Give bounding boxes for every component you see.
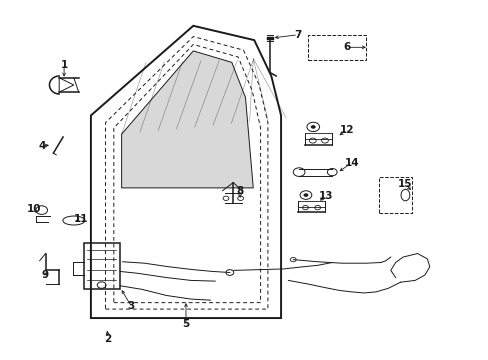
Text: 9: 9	[42, 270, 49, 280]
Circle shape	[303, 193, 308, 197]
Polygon shape	[122, 51, 253, 188]
Text: 7: 7	[294, 30, 301, 40]
Text: 10: 10	[26, 204, 41, 215]
Text: 1: 1	[61, 60, 67, 70]
Text: 15: 15	[397, 179, 412, 189]
Text: 4: 4	[39, 141, 46, 151]
Text: 14: 14	[344, 158, 358, 168]
Text: 3: 3	[127, 301, 135, 311]
Text: 12: 12	[339, 125, 353, 135]
Text: 11: 11	[74, 215, 88, 224]
Circle shape	[310, 125, 315, 129]
Text: 8: 8	[236, 186, 243, 197]
Text: 6: 6	[343, 42, 350, 52]
Text: 2: 2	[104, 333, 111, 343]
Text: 13: 13	[319, 191, 333, 201]
Text: 5: 5	[182, 319, 189, 329]
